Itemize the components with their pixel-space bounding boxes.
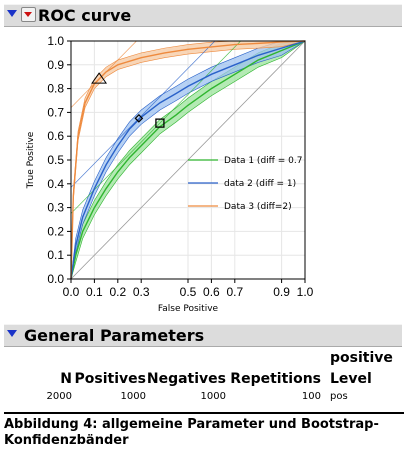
value-level: pos xyxy=(330,391,348,402)
header-level-line1: positive xyxy=(330,350,393,366)
y-tick-label: 0.4 xyxy=(47,177,64,191)
value-negatives: 1000 xyxy=(200,391,226,402)
y-tick-label: 0.7 xyxy=(47,105,64,119)
y-tick-label: 0.0 xyxy=(47,272,64,286)
figure-caption: Abbildung 4: allgemeine Parameter und Bo… xyxy=(4,412,404,449)
general-parameters-title: General Parameters xyxy=(24,326,205,345)
x-tick-label: 0.3 xyxy=(133,285,150,299)
x-tick-label: 1.0 xyxy=(297,285,314,299)
roc-line-1 xyxy=(70,40,306,280)
x-tick-label: 0.1 xyxy=(86,285,103,299)
cutoff-marker-square xyxy=(155,118,165,128)
cutoff-marker-triangle xyxy=(91,72,108,84)
cutoff-markers xyxy=(91,72,165,128)
x-tick-label: 0.2 xyxy=(109,285,126,299)
header-n: N xyxy=(60,371,72,387)
cutoff-tangent-line xyxy=(70,40,216,188)
y-tick-label: 1.0 xyxy=(47,34,64,48)
y-tick-label: 0.8 xyxy=(47,82,64,96)
y-tick-label: 0.3 xyxy=(47,201,64,215)
roc-lines xyxy=(70,40,306,280)
roc-curve-title: ROC curve xyxy=(38,6,132,25)
legend-label-2: data 2 (diff = 1) xyxy=(224,179,296,189)
header-negatives: Negatives xyxy=(146,371,226,387)
header-repetitions: Repetitions xyxy=(230,371,321,387)
x-tick-label: 0.6 xyxy=(203,285,220,299)
roc-curve-header[interactable]: ROC curve xyxy=(4,4,402,27)
legend-label-1: Data 1 (diff = 0.7 xyxy=(224,156,302,166)
roc-chart-svg: 0.0 0.1 0.2 0.3 0.4 0.5 0.6 0.7 0.8 0.9 1.0 0.0 0.1 0… xyxy=(26,34,314,314)
y-tick-label: 0.9 xyxy=(47,58,64,72)
x-tick-label: 0.9 xyxy=(273,285,290,299)
red-triangle-menu-icon[interactable] xyxy=(21,7,36,22)
cutoff-marker-diamond xyxy=(134,114,144,123)
roc-line-2 xyxy=(70,40,306,280)
y-tick-label: 0.2 xyxy=(47,224,64,238)
roc-line-3 xyxy=(70,40,306,280)
x-tick-label: 0.7 xyxy=(226,285,243,299)
value-repetitions: 100 xyxy=(301,391,321,402)
disclosure-triangle-icon[interactable] xyxy=(7,330,17,337)
value-positives: 1000 xyxy=(120,391,146,402)
legend: Data 1 (diff = 0.7 data 2 (diff = 1) Data … xyxy=(188,156,302,212)
y-axis-label: True Positive xyxy=(26,131,36,189)
x-tick-label: 0.5 xyxy=(180,285,197,299)
roc-chart: 0.0 0.1 0.2 0.3 0.4 0.5 0.6 0.7 0.8 0.9 1.0 0.0 0.1 0… xyxy=(15,26,315,321)
legend-label-3: Data 3 (diff=2) xyxy=(224,202,292,212)
disclosure-triangle-icon[interactable] xyxy=(7,10,17,17)
y-tick-label: 0.6 xyxy=(47,129,64,143)
x-tick-label: 0.0 xyxy=(63,285,80,299)
header-positives: Positives xyxy=(74,371,146,387)
axes: 0.0 0.1 0.2 0.3 0.4 0.5 0.6 0.7 0.8 0.9 1.0 0.0 0.1 0… xyxy=(26,34,314,314)
y-tick-label: 0.5 xyxy=(47,153,64,167)
parameters-table: positive N Positives Negatives Repetitio… xyxy=(0,350,409,405)
general-parameters-header[interactable]: General Parameters xyxy=(4,324,402,347)
header-level-line2: Level xyxy=(330,371,372,387)
value-n: 2000 xyxy=(46,391,72,402)
y-tick-label: 0.1 xyxy=(47,248,64,262)
x-axis-label: False Positive xyxy=(158,304,219,314)
